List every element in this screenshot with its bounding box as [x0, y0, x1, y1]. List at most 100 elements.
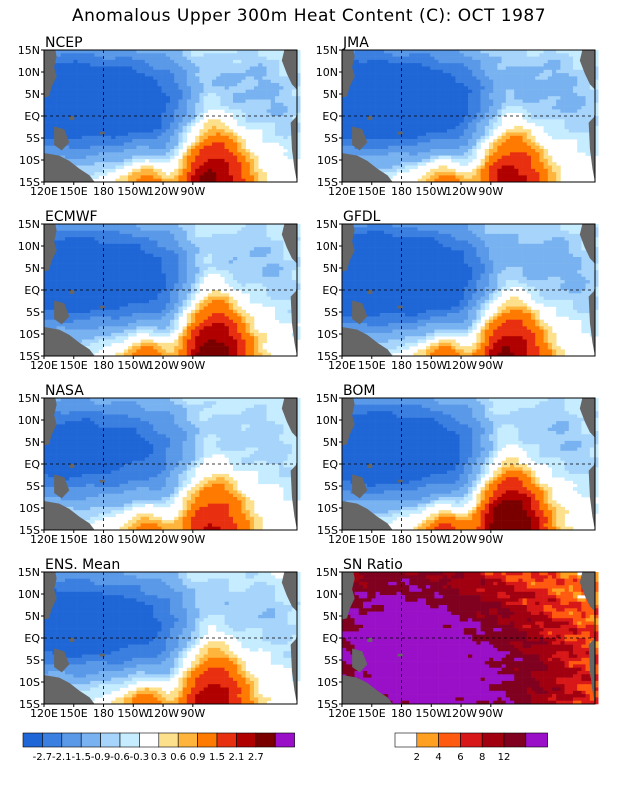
- map-cell: [77, 122, 83, 127]
- map-cell: [283, 135, 288, 140]
- map-cell: [128, 149, 133, 153]
- map-cell: [375, 69, 381, 74]
- map-cell: [102, 79, 108, 84]
- map-cell: [552, 99, 557, 104]
- map-cell: [56, 63, 62, 67]
- map-cell: [426, 152, 431, 156]
- map-cell: [522, 152, 528, 156]
- map-cell: [497, 178, 502, 183]
- map-cell: [270, 227, 276, 231]
- map-cell: [447, 172, 452, 176]
- map-cell: [287, 116, 293, 120]
- y-tick-label: 5N: [25, 88, 40, 101]
- map-cell: [484, 119, 490, 123]
- map-cell: [237, 50, 242, 54]
- map-cell: [270, 73, 276, 77]
- map-cell: [291, 86, 297, 90]
- map-cell: [375, 73, 381, 77]
- map-cell: [358, 69, 364, 74]
- map-cell: [560, 79, 565, 84]
- map-cell: [140, 227, 146, 231]
- map-cell: [199, 89, 204, 94]
- map-cell: [161, 135, 167, 140]
- land-shape: [580, 50, 595, 90]
- map-cell: [287, 102, 293, 107]
- map-cell: [484, 59, 490, 64]
- map-cell: [577, 112, 582, 117]
- map-cell: [480, 69, 486, 74]
- map-cell: [107, 168, 112, 173]
- map-cell: [220, 243, 225, 248]
- map-cell: [266, 73, 272, 77]
- map-cell: [157, 172, 162, 176]
- map-cell: [438, 106, 444, 110]
- map-cell: [144, 69, 150, 74]
- map-cell: [153, 135, 158, 140]
- map-cell: [44, 230, 49, 235]
- map-cell: [543, 152, 549, 156]
- map-cell: [505, 135, 511, 140]
- map-cell: [203, 165, 209, 170]
- map-cell: [195, 99, 200, 104]
- map-cell: [241, 76, 246, 80]
- map-cell: [98, 66, 104, 71]
- map-cell: [228, 135, 234, 140]
- map-cell: [514, 106, 519, 110]
- map-cell: [539, 119, 544, 123]
- map-cell: [392, 73, 397, 77]
- map-cell: [547, 99, 553, 104]
- map-cell: [90, 69, 95, 74]
- map-cell: [144, 230, 150, 235]
- map-cell: [98, 168, 104, 173]
- map-cell: [493, 145, 498, 150]
- map-cell: [283, 69, 288, 74]
- map-cell: [417, 76, 423, 80]
- map-cell: [547, 92, 553, 97]
- map-cell: [275, 83, 280, 87]
- map-cell: [262, 125, 267, 130]
- map-cell: [153, 122, 158, 127]
- map-cell: [489, 155, 494, 160]
- map-cell: [543, 92, 549, 97]
- map-cell: [48, 99, 53, 104]
- map-cell: [233, 116, 238, 120]
- map-cell: [434, 152, 439, 156]
- map-cell: [132, 99, 137, 104]
- map-cell: [354, 116, 360, 120]
- map-cell: [119, 250, 125, 254]
- map-cell: [275, 63, 280, 67]
- map-cell: [111, 132, 116, 137]
- y-tick-label: EQ: [322, 110, 338, 123]
- map-cell: [56, 106, 62, 110]
- map-cell: [128, 63, 133, 67]
- map-cell: [220, 56, 225, 61]
- map-cell: [249, 240, 255, 245]
- map-cell: [207, 132, 213, 137]
- map-cell: [182, 96, 188, 100]
- map-cell: [94, 175, 99, 179]
- map-cell: [573, 73, 578, 77]
- map-cell: [594, 112, 599, 117]
- map-cell: [56, 129, 62, 133]
- map-cell: [363, 92, 368, 97]
- map-cell: [207, 50, 213, 54]
- panel-title: JMA: [342, 35, 369, 51]
- map-cell: [212, 76, 217, 80]
- map-cell: [94, 135, 99, 140]
- map-cell: [77, 96, 83, 100]
- map-cell: [379, 145, 385, 150]
- map-cell: [379, 53, 385, 57]
- map-cell: [270, 99, 276, 104]
- map-cell: [594, 122, 599, 127]
- map-cell: [451, 50, 456, 54]
- map-cell: [144, 142, 150, 146]
- map-cell: [275, 125, 280, 130]
- map-cell: [409, 165, 414, 170]
- map-cell: [388, 142, 393, 146]
- map-cell: [262, 230, 267, 235]
- map-cell: [241, 243, 246, 248]
- map-cell: [455, 99, 460, 104]
- map-cell: [182, 233, 188, 238]
- map-cell: [526, 119, 532, 123]
- map-cell: [405, 99, 410, 104]
